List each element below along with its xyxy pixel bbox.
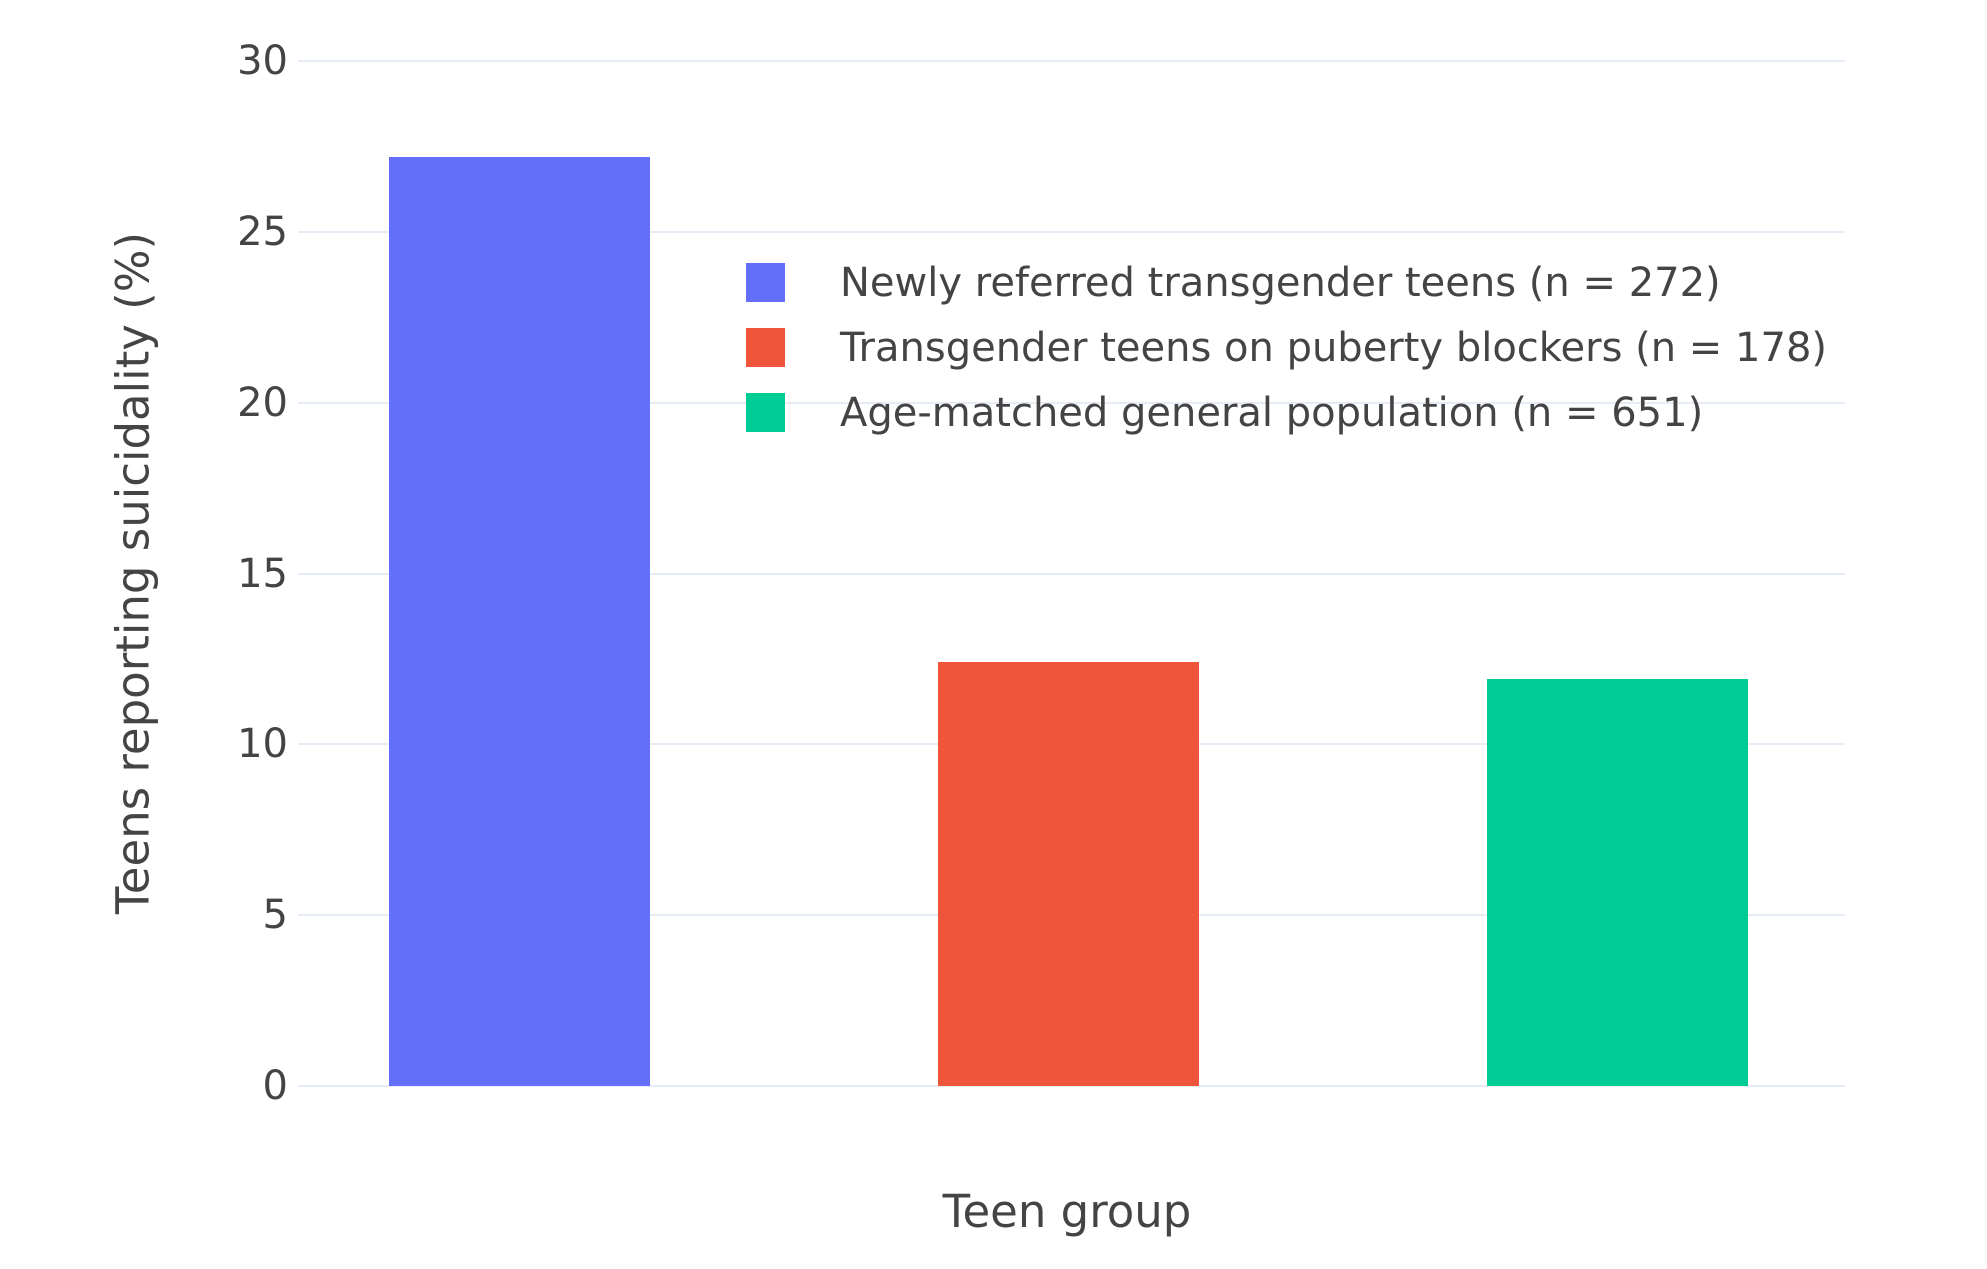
x-axis-title: Teen group: [942, 1185, 1192, 1238]
legend-item-3[interactable]: Age-matched general population (n = 651): [746, 380, 1827, 445]
gridline-y-15: [298, 572, 1845, 575]
gridline-y-30: [298, 60, 1845, 62]
y-tick-label-30: 30: [237, 38, 288, 84]
legend-label: Newly referred transgender teens (n = 27…: [840, 259, 1721, 306]
legend-label: Transgender teens on puberty blockers (n…: [840, 324, 1827, 371]
bar-3[interactable]: [1487, 679, 1748, 1086]
y-tick-label-25: 25: [237, 208, 288, 255]
legend: Newly referred transgender teens (n = 27…: [746, 250, 1827, 445]
y-tick-label-20: 20: [237, 379, 288, 426]
gridline-y-0: [298, 1085, 1845, 1087]
legend-swatch-icon: [746, 328, 785, 367]
bar-1[interactable]: [389, 156, 650, 1086]
bar-2[interactable]: [938, 662, 1199, 1086]
y-tick-label-0: 0: [262, 1063, 288, 1109]
y-tick-label-15: 15: [237, 550, 288, 597]
legend-item-1[interactable]: Newly referred transgender teens (n = 27…: [746, 250, 1827, 315]
legend-item-2[interactable]: Transgender teens on puberty blockers (n…: [746, 315, 1827, 380]
y-axis-title: Teens reporting suicidality (%): [106, 231, 160, 915]
legend-swatch-icon: [746, 393, 785, 432]
legend-swatch-icon: [746, 263, 785, 302]
legend-label: Age-matched general population (n = 651): [840, 389, 1704, 436]
y-tick-label-10: 10: [237, 721, 288, 768]
y-tick-label-5: 5: [262, 892, 288, 939]
gridline-y-20: [298, 401, 1845, 404]
gridline-y-25: [298, 230, 1845, 233]
